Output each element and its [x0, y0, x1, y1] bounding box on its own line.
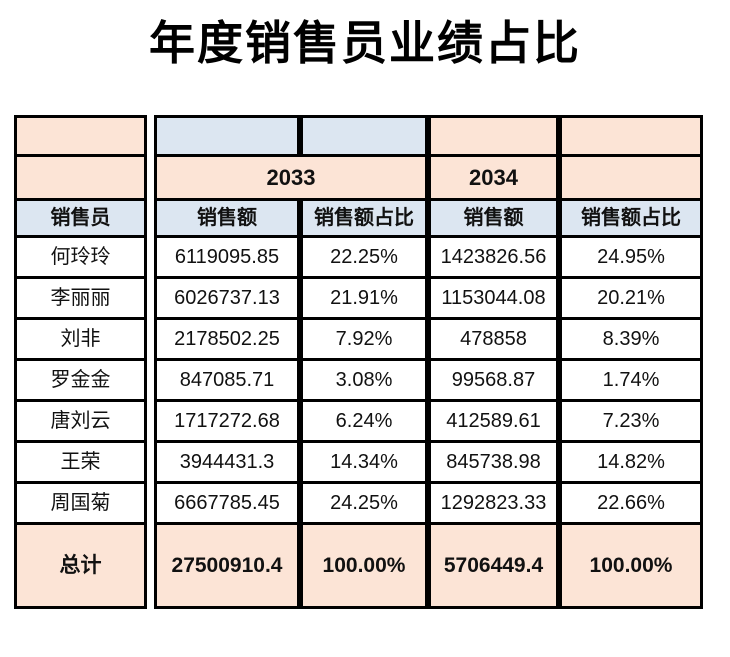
share-2033-cell: 22.25%	[300, 238, 428, 280]
total-label-cell: 总计	[14, 525, 147, 610]
share-2033-cell: 6.24%	[300, 402, 428, 444]
sales-2034-cell: 845738.98	[428, 443, 559, 485]
total-share-2034-cell: 100.00%	[559, 525, 703, 610]
sales-2033-cell: 6667785.45	[154, 484, 300, 526]
salesperson-name-cell: 罗金金	[14, 361, 147, 403]
year-2034-header: 2034	[428, 157, 559, 202]
empty-band-cell	[559, 115, 703, 158]
empty-cell	[14, 157, 147, 202]
sales-2034-cell: 478858	[428, 320, 559, 362]
annual-sales-table: 2033 2034 销售员 销售额 销售额占比 销售额 销售额占比 何玲玲 61…	[14, 115, 730, 610]
total-share-2033-cell: 100.00%	[300, 525, 428, 610]
col-header-salesperson: 销售员	[14, 201, 147, 239]
share-2034-cell: 24.95%	[559, 238, 703, 280]
col-header-share-2033: 销售额占比	[300, 201, 428, 239]
salesperson-name-cell: 何玲玲	[14, 238, 147, 280]
empty-band-cell	[300, 115, 428, 158]
page-title: 年度销售员业绩占比	[149, 17, 581, 69]
sales-2033-cell: 2178502.25	[154, 320, 300, 362]
share-2033-cell: 7.92%	[300, 320, 428, 362]
sales-2033-cell: 6119095.85	[154, 238, 300, 280]
sales-2033-cell: 3944431.3	[154, 443, 300, 485]
share-2033-cell: 21.91%	[300, 279, 428, 321]
share-2033-cell: 14.34%	[300, 443, 428, 485]
sales-2034-cell: 412589.61	[428, 402, 559, 444]
share-2034-cell: 8.39%	[559, 320, 703, 362]
empty-band-cell	[428, 115, 559, 158]
sales-2033-cell: 1717272.68	[154, 402, 300, 444]
sales-2033-cell: 6026737.13	[154, 279, 300, 321]
sales-2034-cell: 1423826.56	[428, 238, 559, 280]
share-2034-cell: 7.23%	[559, 402, 703, 444]
share-2034-cell: 1.74%	[559, 361, 703, 403]
sales-2034-cell: 99568.87	[428, 361, 559, 403]
share-2033-cell: 3.08%	[300, 361, 428, 403]
sales-2033-cell: 847085.71	[154, 361, 300, 403]
salesperson-name-cell: 刘非	[14, 320, 147, 362]
col-header-sales-2033: 销售额	[154, 201, 300, 239]
sales-2034-cell: 1153044.08	[428, 279, 559, 321]
share-2034-cell: 20.21%	[559, 279, 703, 321]
salesperson-name-cell: 周国菊	[14, 484, 147, 526]
empty-corner-cell	[14, 115, 147, 158]
sales-2034-cell: 1292823.33	[428, 484, 559, 526]
salesperson-name-cell: 李丽丽	[14, 279, 147, 321]
total-sales-2033-cell: 27500910.4	[154, 525, 300, 610]
share-2034-cell: 22.66%	[559, 484, 703, 526]
share-2033-cell: 24.25%	[300, 484, 428, 526]
empty-band-cell	[154, 115, 300, 158]
share-2034-cell: 14.82%	[559, 443, 703, 485]
total-sales-2034-cell: 5706449.4	[428, 525, 559, 610]
col-header-share-2034: 销售额占比	[559, 201, 703, 239]
salesperson-name-cell: 王荣	[14, 443, 147, 485]
col-header-sales-2034: 销售额	[428, 201, 559, 239]
salesperson-name-cell: 唐刘云	[14, 402, 147, 444]
empty-cell	[559, 157, 703, 202]
year-2033-header: 2033	[154, 157, 428, 202]
